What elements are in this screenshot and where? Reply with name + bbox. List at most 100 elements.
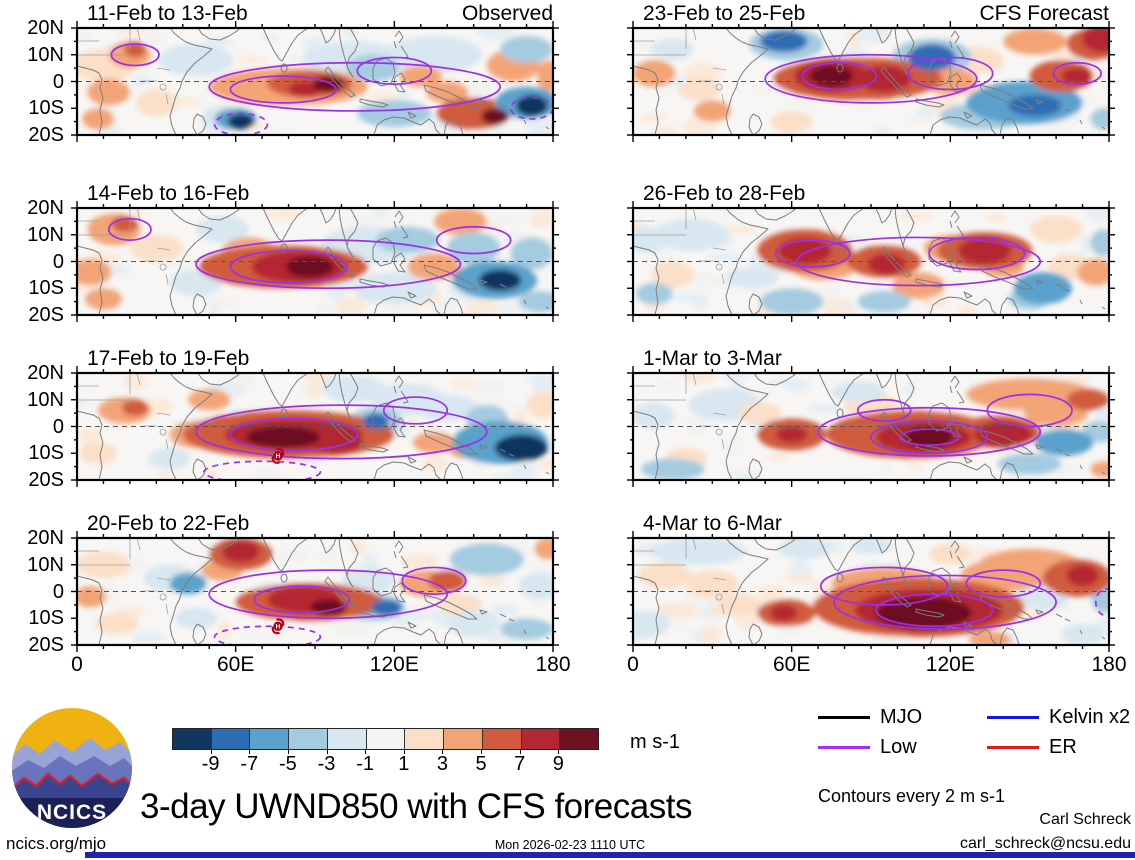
map-panel-7: 20-Feb to 22-Feb H xyxy=(71,512,559,652)
map-svg xyxy=(627,21,1115,142)
y-axis-label: 10S xyxy=(28,442,64,465)
y-axis-label: 10N xyxy=(27,388,64,411)
map-panel-8: 4-Mar to 6-Mar xyxy=(627,512,1115,652)
x-axis-label: 120E xyxy=(925,653,975,676)
colorbar-tick-label: -3 xyxy=(317,753,336,775)
colorbar-tick-label: 3 xyxy=(436,753,449,775)
x-axis-label: 180 xyxy=(535,653,571,676)
colorbar-segment xyxy=(211,729,251,749)
colorbar-segment xyxy=(289,729,328,749)
map-panel-1: 11-Feb to 13-Feb Observed xyxy=(71,2,559,142)
x-axis-label: 120E xyxy=(369,653,419,676)
panel-title: 26-Feb to 28-Feb xyxy=(643,182,806,205)
colorbar-tick xyxy=(442,749,444,754)
colorbar-segment xyxy=(366,729,406,749)
colorbar-segment xyxy=(482,729,522,749)
y-axis-label: 10N xyxy=(27,223,64,246)
map-svg xyxy=(71,201,559,322)
y-axis-label: 10N xyxy=(27,553,64,576)
colorbar-tick-label: -9 xyxy=(201,753,220,775)
colorbar-tick-label: -5 xyxy=(279,753,297,775)
legend-label: MJO xyxy=(880,706,923,728)
bottom-accent-bar xyxy=(85,852,1135,858)
map-svg xyxy=(627,366,1115,487)
y-axis-label: 0 xyxy=(52,415,64,438)
colorbar-tick xyxy=(326,749,328,754)
colorbar-tick-label: -1 xyxy=(356,753,375,775)
legend-label: ER xyxy=(1049,736,1077,758)
y-axis-label: 20N xyxy=(27,362,64,384)
y-axis-label: 10S xyxy=(28,607,64,630)
map-panel-5: 17-Feb to 19-Feb H xyxy=(71,347,559,487)
legend-line-er xyxy=(987,745,1039,749)
panel-title: 23-Feb to 25-Feb xyxy=(643,2,806,25)
panel-corner-label: Observed xyxy=(461,2,553,25)
colorbar-segment xyxy=(250,729,290,749)
colorbar-tick-label: -7 xyxy=(240,753,259,775)
panel-title: 20-Feb to 22-Feb xyxy=(87,512,250,535)
map-panel-6: 1-Mar to 3-Mar xyxy=(627,347,1115,487)
map-svg: H xyxy=(71,531,559,652)
x-axis-label: 180 xyxy=(1091,653,1127,676)
colorbar-tick xyxy=(403,749,405,754)
legend-line-mjo xyxy=(818,715,870,719)
y-axis-label: 10S xyxy=(28,97,64,120)
colorbar-tick-label: 9 xyxy=(552,753,564,775)
legend-label: Low xyxy=(880,736,917,758)
credit-email: carl_schreck@ncsu.edu xyxy=(960,835,1131,852)
colorbar-units-label: m s-1 xyxy=(630,731,680,753)
y-axis-label: 0 xyxy=(52,580,64,603)
tropical-cyclone-icon: H xyxy=(271,618,285,635)
panel-title: 4-Mar to 6-Mar xyxy=(643,512,782,535)
map-panel-3: 14-Feb to 16-Feb xyxy=(71,182,559,322)
source-url: ncics.org/mjo xyxy=(6,834,107,853)
colorbar-segment xyxy=(405,729,445,749)
map-svg xyxy=(627,531,1115,652)
x-axis-label: 0 xyxy=(627,653,639,676)
logo-text: NCICS xyxy=(37,801,107,824)
y-axis-label: 20N xyxy=(27,17,64,39)
map-svg xyxy=(71,21,559,142)
svg-text:H: H xyxy=(276,453,281,460)
y-axis-label: 20N xyxy=(27,197,64,219)
colorbar-tick xyxy=(365,749,367,754)
x-axis-label: 60E xyxy=(216,653,255,676)
legend-label: Kelvin x2 xyxy=(1049,706,1131,728)
ncics-logo: NCICS xyxy=(12,708,132,828)
colorbar-tick xyxy=(287,749,289,754)
colorbar-tick xyxy=(210,749,212,754)
map-svg xyxy=(627,201,1115,322)
y-axis-label: 10S xyxy=(28,277,64,300)
contour-interval-note: Contours every 2 m s-1 xyxy=(818,786,1006,806)
y-axis-label: 0 xyxy=(52,70,64,93)
y-axis-label: 20N xyxy=(27,527,64,549)
svg-text:H: H xyxy=(276,624,281,631)
colorbar-tick xyxy=(558,749,560,754)
map-panel-4: 26-Feb to 28-Feb xyxy=(627,182,1115,322)
panel-title: 17-Feb to 19-Feb xyxy=(87,347,250,370)
logo-red-ridge xyxy=(12,772,132,791)
y-axis-label: 20S xyxy=(28,634,64,656)
map-panel-2: 23-Feb to 25-Feb CFS Forecast xyxy=(627,2,1115,142)
generation-timestamp: Mon 2026-02-23 1110 UTC xyxy=(494,838,646,852)
y-axis-label: 0 xyxy=(52,250,64,273)
colorbar-segment xyxy=(173,729,212,749)
credit-name: Carl Schreck xyxy=(1039,811,1131,828)
colorbar-tick-label: 7 xyxy=(514,753,526,775)
panel-title: 1-Mar to 3-Mar xyxy=(643,347,782,370)
colorbar-tick-label: 5 xyxy=(475,753,487,775)
legend-line-kelvin-x2 xyxy=(987,715,1039,719)
map-svg: H xyxy=(71,366,559,487)
panel-title: 14-Feb to 16-Feb xyxy=(87,182,250,205)
colorbar-segment xyxy=(521,729,561,749)
panel-title: 11-Feb to 13-Feb xyxy=(87,2,248,25)
colorbar xyxy=(172,728,599,750)
y-axis-label: 20S xyxy=(28,124,64,146)
tropical-cyclone-icon: H xyxy=(271,447,285,464)
colorbar-segment xyxy=(444,729,483,749)
y-axis-label: 10N xyxy=(27,43,64,66)
colorbar-segment xyxy=(327,729,367,749)
colorbar-tick xyxy=(519,749,521,754)
colorbar-tick xyxy=(481,749,483,754)
